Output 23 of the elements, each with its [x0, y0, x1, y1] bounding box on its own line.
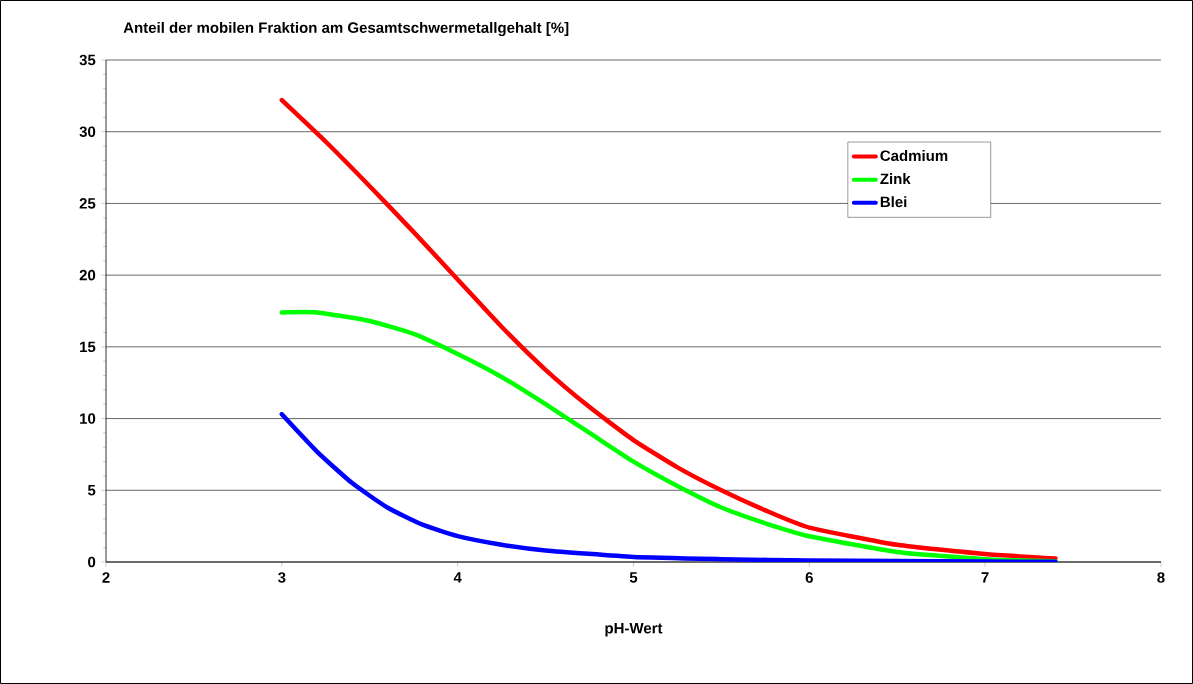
y-tick-label: 25: [79, 198, 96, 209]
y-tick-label: 5: [87, 485, 96, 496]
x-tick-label: 5: [629, 572, 638, 583]
x-tick-label: 2: [102, 572, 110, 583]
y-tick-label: 10: [80, 413, 96, 424]
x-tick-label: 7: [981, 572, 989, 583]
legend-label: Zink: [880, 173, 911, 184]
x-tick-label: 6: [805, 572, 813, 583]
x-axis-title: pH-Wert: [605, 623, 663, 637]
x-tick-label: 3: [278, 572, 286, 583]
y-tick-label: 15: [80, 341, 96, 353]
y-tick-label: 35: [79, 54, 96, 66]
chart-title: Anteil der mobilen Fraktion am Gesamtschwermetallgehalt [%]: [123, 21, 569, 37]
y-tick-label: 30: [79, 126, 96, 138]
legend-label: Cadmium: [880, 150, 948, 162]
x-tick-label: 4: [453, 572, 462, 583]
legend-label: Blei: [880, 196, 907, 208]
line-series: [279, 412, 1058, 562]
y-tick-label: 20: [79, 269, 96, 281]
line-series: [279, 309, 1058, 562]
y-tick-label: 0: [88, 556, 96, 568]
x-tick-label: 8: [1157, 572, 1165, 583]
line-series: [279, 97, 1058, 561]
